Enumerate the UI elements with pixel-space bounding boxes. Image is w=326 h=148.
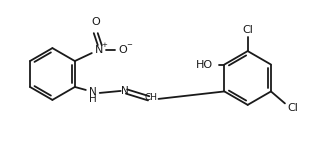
Text: O: O — [118, 45, 127, 55]
Text: Cl: Cl — [288, 103, 298, 113]
Text: CH: CH — [144, 93, 157, 102]
Text: H: H — [89, 94, 96, 104]
Text: +: + — [101, 42, 107, 48]
Text: N: N — [89, 87, 96, 97]
Text: N: N — [95, 45, 103, 55]
Text: N: N — [121, 86, 128, 96]
Text: HO: HO — [196, 59, 213, 70]
Text: O: O — [91, 17, 100, 27]
Text: Cl: Cl — [242, 25, 253, 35]
Text: −: − — [127, 42, 133, 48]
